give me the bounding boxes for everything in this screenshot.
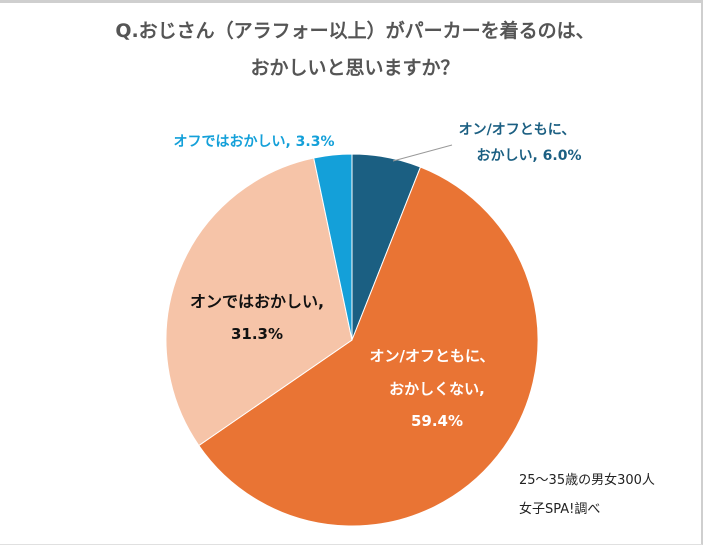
slice-label-3-line-0: オフではおかしい, 3.3% [173,134,334,150]
pie-slice-3 [313,153,353,341]
chart-title-line2: おかしいと思いますか？ [250,57,460,79]
slice-label-0-line-1: おかしい, 6.0% [476,148,581,164]
pie-slice-2 [165,157,353,447]
pie-slice-1 [198,166,539,527]
slice-label-0-line-0: オン/オフともに、 [459,122,576,138]
slice-label-2-line-1: 31.3% [231,325,283,343]
slice-label-1-line-2: 59.4% [411,412,463,430]
slice-label-1-line-1: おかしくない, [389,380,485,398]
source-note: 女子SPA!調べ [519,502,601,517]
leader-line [392,144,453,162]
chart-title-line1: Q.おじさん（アラフォー以上）がパーカーを着るのは、 [115,20,595,42]
slice-label-2-line-0: オンではおかしい, [190,292,324,311]
slice-label-1-line-0: オン/オフともに、 [369,347,494,365]
sample-note: 25～35歳の男女300人 [519,473,655,488]
